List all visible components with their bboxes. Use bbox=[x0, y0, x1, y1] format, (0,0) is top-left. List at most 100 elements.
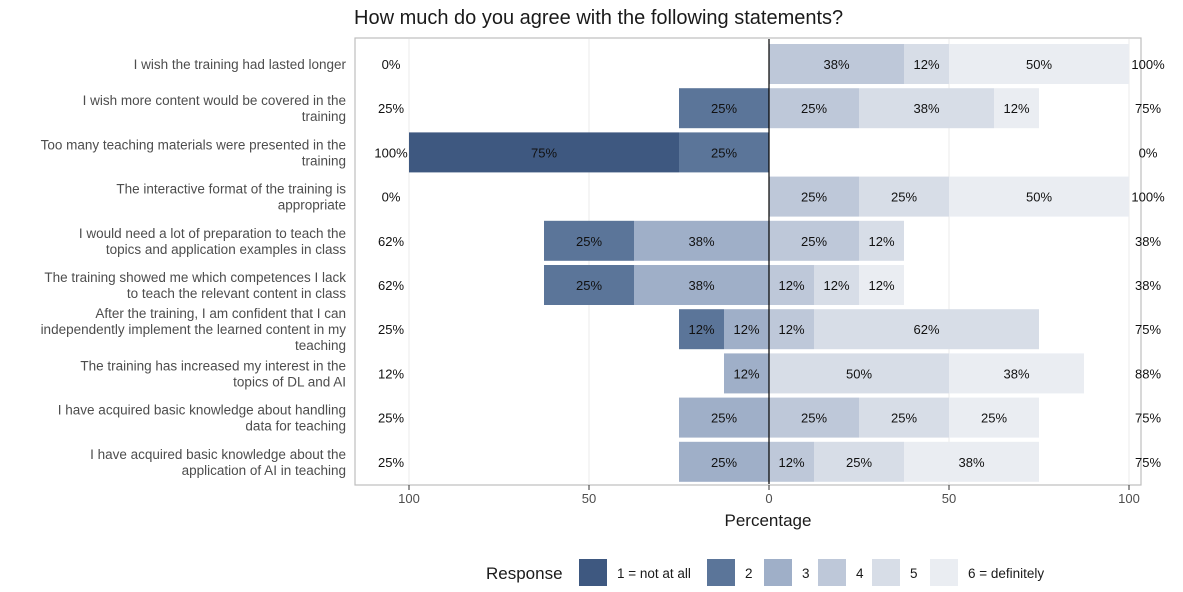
total-left-label: 12% bbox=[378, 366, 404, 381]
legend-title: Response bbox=[486, 564, 563, 583]
legend-label: 2 bbox=[745, 566, 753, 581]
category-label-line: training bbox=[302, 153, 346, 168]
total-right-label: 38% bbox=[1135, 234, 1161, 249]
category-label-line: The interactive format of the training i… bbox=[116, 182, 346, 197]
category-label: After the training, I am confident that … bbox=[41, 306, 347, 353]
bar-value-label: 50% bbox=[846, 366, 872, 381]
bar-segment bbox=[724, 309, 769, 350]
x-tick-label: 50 bbox=[582, 491, 596, 506]
bar-value-label: 25% bbox=[801, 190, 827, 205]
total-left-label: 62% bbox=[378, 278, 404, 293]
category-label-line: teaching bbox=[295, 338, 346, 353]
bar-segment bbox=[769, 353, 949, 394]
category-label-line: independently implement the learned cont… bbox=[41, 322, 347, 337]
total-left-label: 0% bbox=[382, 57, 401, 72]
total-right-label: 75% bbox=[1135, 411, 1161, 426]
bar-value-label: 12% bbox=[778, 322, 804, 337]
bar-value-label: 25% bbox=[576, 234, 602, 249]
bar-segment bbox=[949, 353, 1084, 394]
bar-segment bbox=[814, 265, 859, 305]
legend-swatch bbox=[707, 559, 735, 586]
category-label: I wish the training had lasted longer bbox=[134, 57, 347, 72]
bar-segment bbox=[679, 132, 769, 173]
total-left-label: 25% bbox=[378, 322, 404, 337]
bar-segment bbox=[769, 309, 814, 350]
category-label: I have acquired basic knowledge about th… bbox=[90, 447, 346, 478]
bar-value-label: 25% bbox=[801, 411, 827, 426]
category-label: I have acquired basic knowledge about ha… bbox=[58, 403, 346, 434]
total-left-label: 62% bbox=[378, 234, 404, 249]
total-left-label: 0% bbox=[382, 190, 401, 205]
bar-value-label: 12% bbox=[778, 455, 804, 470]
legend-swatch bbox=[764, 559, 792, 586]
category-label: I would need a lot of preparation to tea… bbox=[79, 226, 346, 257]
category-label-line: I wish more content would be covered in … bbox=[83, 93, 346, 108]
total-right-label: 75% bbox=[1135, 322, 1161, 337]
bar-segment bbox=[769, 441, 814, 482]
legend-label: 1 = not at all bbox=[617, 566, 691, 581]
bar-value-label: 25% bbox=[711, 455, 737, 470]
chart-title: How much do you agree with the following… bbox=[354, 7, 843, 29]
bar-segment bbox=[949, 176, 1129, 217]
bar-value-label: 38% bbox=[913, 101, 939, 116]
legend-swatch bbox=[579, 559, 607, 586]
bar-value-label: 12% bbox=[733, 322, 759, 337]
total-left-label: 25% bbox=[378, 455, 404, 470]
category-label: The training showed me which competences… bbox=[44, 270, 346, 301]
x-tick-label: 100 bbox=[1118, 491, 1140, 506]
bar-value-label: 25% bbox=[891, 411, 917, 426]
bar-segment bbox=[859, 397, 949, 438]
row-totals: 0% 100% 25% 75% 100% 0% 0% 100% 62% 38% 62% 38% 25% 7… bbox=[374, 57, 1165, 470]
category-label-line: After the training, I am confident that … bbox=[95, 306, 346, 321]
bar-segment bbox=[724, 353, 769, 394]
total-right-label: 100% bbox=[1131, 190, 1165, 205]
bar-value-label: 25% bbox=[711, 101, 737, 116]
total-right-label: 100% bbox=[1131, 57, 1165, 72]
legend: Response 1 = not at all 2 3 4 5 6 = definitel… bbox=[486, 559, 1044, 586]
category-label-line: I wish the training had lasted longer bbox=[134, 57, 347, 72]
bar-segment bbox=[949, 44, 1129, 84]
legend-swatch bbox=[930, 559, 958, 586]
bar-value-label: 38% bbox=[823, 57, 849, 72]
bar-value-label: 25% bbox=[711, 145, 737, 160]
category-label-line: data for teaching bbox=[245, 419, 346, 434]
bar-segment bbox=[769, 88, 859, 129]
category-label-line: Too many teaching materials were present… bbox=[41, 137, 346, 152]
category-label: Too many teaching materials were present… bbox=[41, 137, 346, 168]
legend-swatch bbox=[872, 559, 900, 586]
bar-value-label: 12% bbox=[733, 366, 759, 381]
category-label-line: I have acquired basic knowledge about th… bbox=[90, 447, 346, 462]
bars bbox=[409, 44, 1129, 482]
bar-value-label: 12% bbox=[823, 278, 849, 293]
bar-segment bbox=[679, 397, 769, 438]
x-axis-ticks: 100 50 0 50 100 bbox=[398, 485, 1140, 506]
x-tick-label: 0 bbox=[765, 491, 772, 506]
bar-segment bbox=[769, 220, 859, 261]
legend-label: 3 bbox=[802, 566, 810, 581]
bar-segment bbox=[544, 265, 634, 305]
bar-segment bbox=[859, 176, 949, 217]
category-label-line: to teach the relevant content in class bbox=[127, 286, 346, 301]
bar-segment bbox=[634, 220, 769, 261]
legend-label: 4 bbox=[856, 566, 864, 581]
bar-value-label: 38% bbox=[688, 234, 714, 249]
category-label-line: appropriate bbox=[278, 198, 346, 213]
bar-segment bbox=[634, 265, 769, 305]
bar-value-label: 25% bbox=[801, 234, 827, 249]
category-label-line: I would need a lot of preparation to tea… bbox=[79, 226, 346, 241]
bar-value-label: 25% bbox=[801, 101, 827, 116]
bar-value-label: 75% bbox=[531, 145, 557, 160]
bar-labels: 38% 12% 50% 25% 25% 38% 12% 25% 75% 25% 25% 50% 38% 2… bbox=[531, 57, 1052, 470]
bar-segment bbox=[679, 441, 769, 482]
bar-segment bbox=[859, 88, 994, 129]
category-label-line: application of AI in teaching bbox=[182, 463, 346, 478]
bar-segment bbox=[814, 441, 904, 482]
bar-segment bbox=[994, 88, 1039, 129]
legend-label: 6 = definitely bbox=[968, 566, 1044, 581]
bar-value-label: 12% bbox=[868, 278, 894, 293]
x-axis-label: Percentage bbox=[725, 511, 812, 530]
bar-segment bbox=[859, 220, 904, 261]
legend-label: 5 bbox=[910, 566, 918, 581]
